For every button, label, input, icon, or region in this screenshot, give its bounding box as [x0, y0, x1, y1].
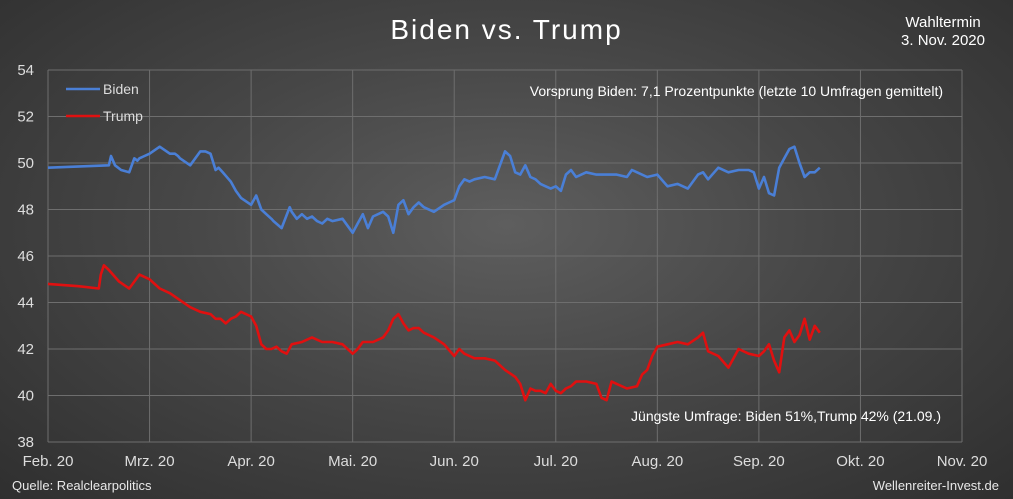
y-tick-label: 54 — [17, 62, 34, 79]
y-tick-label: 50 — [17, 155, 34, 172]
lead-annotation: Vorsprung Biden: 7,1 Prozentpunkte (letz… — [530, 83, 943, 99]
x-tick-label: Jun. 20 — [430, 453, 479, 470]
y-tick-label: 48 — [17, 202, 34, 219]
chart-title: Biden vs. Trump — [390, 14, 623, 45]
x-tick-label: Aug. 20 — [631, 453, 683, 470]
latest-poll-annotation: Jüngste Umfrage: Biden 51%,Trump 42% (21… — [631, 408, 941, 424]
election-label: Wahltermin — [905, 14, 981, 31]
x-tick-label: Jul. 20 — [534, 453, 578, 470]
x-axis-ticks: Feb. 20 Mrz. 20 Apr. 20 Mai. 20 Jun. 20 Jul. … — [23, 453, 988, 470]
x-tick-label: Sep. 20 — [733, 453, 785, 470]
series-line-biden — [47, 145, 821, 235]
y-tick-label: 40 — [17, 388, 34, 405]
y-tick-label: 46 — [17, 248, 34, 265]
y-tick-label: 44 — [17, 295, 34, 312]
y-axis-ticks: 38 40 42 44 46 48 50 52 54 — [17, 62, 34, 451]
legend-label-biden: Biden — [103, 81, 139, 97]
legend-label-trump: Trump — [103, 108, 143, 124]
grid-lines — [47, 69, 963, 443]
election-date: 3. Nov. 2020 — [901, 32, 985, 49]
y-tick-label: 52 — [17, 109, 34, 126]
x-tick-label: Mrz. 20 — [125, 453, 175, 470]
x-tick-label: Mai. 20 — [328, 453, 377, 470]
source-label: Quelle: Realclearpolitics — [12, 478, 152, 493]
y-tick-label: 42 — [17, 341, 34, 358]
x-tick-label: Nov. 20 — [937, 453, 988, 470]
election-date-box: Wahltermin 3. Nov. 2020 — [901, 14, 985, 50]
series-lines — [47, 145, 821, 402]
legend: Biden Trump — [66, 81, 143, 124]
x-tick-label: Feb. 20 — [23, 453, 74, 470]
x-tick-label: Okt. 20 — [836, 453, 884, 470]
credit-label: Wellenreiter-Invest.de — [872, 478, 999, 493]
y-tick-label: 38 — [17, 434, 34, 451]
series-line-trump — [47, 263, 821, 402]
x-tick-label: Apr. 20 — [227, 453, 275, 470]
